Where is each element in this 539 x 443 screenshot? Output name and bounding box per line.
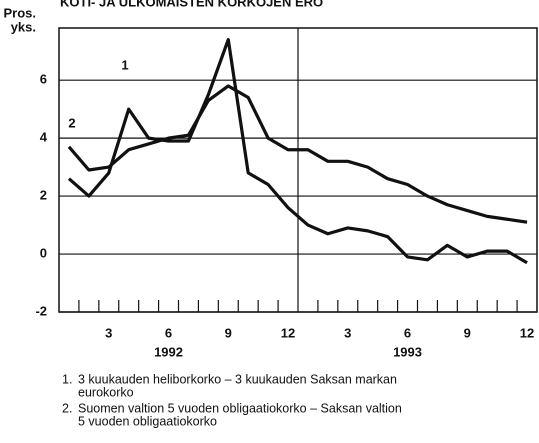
x-tick-label: 6 (165, 325, 172, 340)
note-text: 5 vuoden obligaatiokorko (78, 414, 217, 428)
x-tick-label: 6 (404, 325, 411, 340)
note-text: 3 kuukauden heliborkorko – 3 kuukauden S… (78, 372, 397, 386)
y-axis-label: yks. (11, 19, 36, 34)
series-label: 2 (68, 115, 75, 130)
note-marker: 1. (62, 372, 72, 386)
x-tick-label: 12 (520, 325, 534, 340)
x-tick-label: 9 (225, 325, 232, 340)
note-text: eurokorko (78, 385, 134, 399)
series-line (67, 84, 528, 224)
note-text: Suomen valtion 5 vuoden obligaatiokorko … (78, 401, 402, 415)
x-tick-label: 12 (281, 325, 295, 340)
x-tick-label: 9 (464, 325, 471, 340)
note-marker: 2. (62, 401, 72, 415)
year-label: 1992 (154, 344, 183, 359)
chart-title: KOTI- JA ULKOMAISTEN KORKOJEN ERO (60, 0, 323, 9)
x-tick-label: 3 (105, 325, 112, 340)
x-tick-label: 3 (344, 325, 351, 340)
year-label: 1993 (393, 344, 422, 359)
y-tick-label: 0 (40, 245, 47, 260)
y-tick-label: -2 (35, 303, 47, 318)
series-label: 1 (121, 57, 128, 72)
y-tick-label: 2 (40, 188, 47, 203)
y-axis-label: Pros. (3, 5, 36, 20)
y-tick-label: 6 (40, 72, 47, 87)
series-line (67, 37, 528, 265)
y-tick-label: 4 (40, 130, 48, 145)
